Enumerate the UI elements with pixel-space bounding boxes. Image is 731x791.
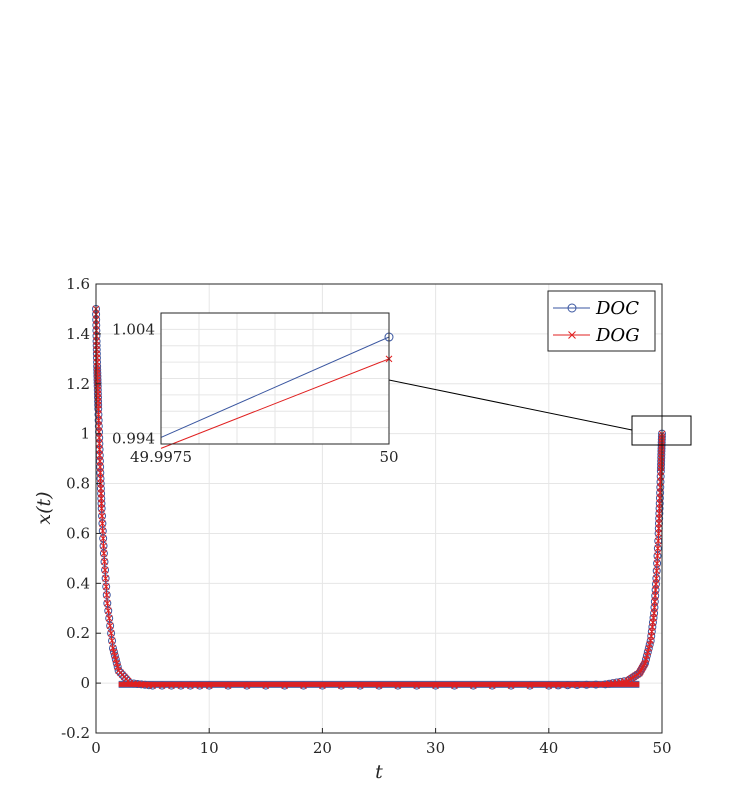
data-point <box>655 525 663 532</box>
data-point <box>103 591 111 599</box>
legend: DOC DOG <box>547 290 656 352</box>
axes-box <box>95 283 663 734</box>
data-point <box>96 457 104 465</box>
data-point <box>100 542 107 550</box>
inset-x-tick-label: 49.9975 <box>130 448 192 466</box>
data-point <box>98 500 105 507</box>
data-point <box>101 566 109 574</box>
data-point <box>654 545 662 552</box>
x-tick-label: 30 <box>426 739 445 757</box>
data-point <box>651 598 659 605</box>
data-point <box>653 567 661 575</box>
data-point <box>100 550 108 557</box>
data-point <box>652 580 660 588</box>
y-tick-label: 1 <box>80 425 90 443</box>
legend-label-dog: DOG <box>595 325 640 346</box>
data-point <box>651 604 658 611</box>
data-point <box>650 609 658 617</box>
data-point <box>651 592 659 600</box>
data-point <box>639 663 647 670</box>
y-tick-label: 1.2 <box>66 375 90 393</box>
data-point <box>636 668 644 675</box>
x-tick-label: 50 <box>652 739 671 757</box>
data-point <box>97 485 105 492</box>
data-point <box>108 637 116 645</box>
data-point <box>652 586 659 594</box>
inset-y-tick-label: 1.004 <box>112 320 155 338</box>
y-axis-label: x(t) <box>33 491 55 524</box>
data-point <box>104 607 112 615</box>
data-point <box>657 473 665 480</box>
x-tick-label: 40 <box>539 739 558 757</box>
series-layer <box>92 304 666 690</box>
data-point <box>636 669 643 677</box>
data-point <box>655 515 663 522</box>
data-point <box>653 560 661 567</box>
y-tick-label: 1.4 <box>66 325 90 343</box>
series-dog <box>92 305 666 689</box>
legend-dog-marker <box>568 331 576 339</box>
zoom-box <box>631 415 692 446</box>
zoom-connector <box>388 379 633 431</box>
data-point <box>656 510 663 517</box>
inset-series-line <box>160 358 390 449</box>
data-point <box>97 475 104 482</box>
x-tick-label: 10 <box>200 739 219 757</box>
data-point <box>106 622 114 630</box>
data-point <box>95 417 102 424</box>
x-tick-label: 0 <box>91 739 101 757</box>
data-point <box>638 664 646 672</box>
data-point <box>655 520 663 527</box>
inset-y-tick-label: 0.994 <box>112 430 155 448</box>
data-point <box>103 599 111 607</box>
data-point <box>96 469 104 477</box>
y-tick-label: 0 <box>80 674 90 692</box>
legend-box <box>547 290 656 352</box>
y-tick-label: 0.6 <box>66 524 90 542</box>
inset-chart: 49.9975 50 0.994 1.004 <box>112 312 399 466</box>
data-point <box>658 447 665 455</box>
x-tick-label: 20 <box>313 739 332 757</box>
data-point <box>655 530 662 537</box>
y-tick-label: 1.6 <box>66 275 90 293</box>
data-point <box>98 505 106 512</box>
data-point <box>97 490 105 497</box>
x-axis-label: t <box>375 761 383 783</box>
legend-doc-marker <box>567 303 577 313</box>
data-point <box>101 558 108 566</box>
data-point <box>105 614 113 622</box>
data-point <box>99 535 107 542</box>
data-point <box>107 629 115 637</box>
inset-x-tick-label: 50 <box>379 448 398 466</box>
data-point <box>637 666 645 674</box>
data-point <box>97 495 105 502</box>
data-point <box>654 552 661 560</box>
data-point <box>96 446 103 453</box>
data-point <box>96 451 104 459</box>
y-tick-label: 0.2 <box>66 624 90 642</box>
ticks: 0 10 20 30 40 50-0.200.20.40.60.811.21.41.6 <box>61 275 671 757</box>
data-point <box>98 512 106 520</box>
data-point <box>640 661 648 669</box>
data-point <box>95 434 103 442</box>
y-tick-label: 0.8 <box>66 475 90 493</box>
data-point <box>96 463 104 471</box>
data-point <box>102 583 110 591</box>
y-tick-label: -0.2 <box>61 724 90 742</box>
inset-series-line <box>160 336 390 438</box>
legend-label-doc: DOC <box>595 298 639 319</box>
data-point <box>95 422 103 430</box>
data-point <box>96 440 103 447</box>
data-point <box>652 574 660 582</box>
data-point <box>654 537 662 545</box>
data-point <box>102 574 109 582</box>
y-tick-label: 0.4 <box>66 574 90 592</box>
data-point <box>99 520 106 527</box>
